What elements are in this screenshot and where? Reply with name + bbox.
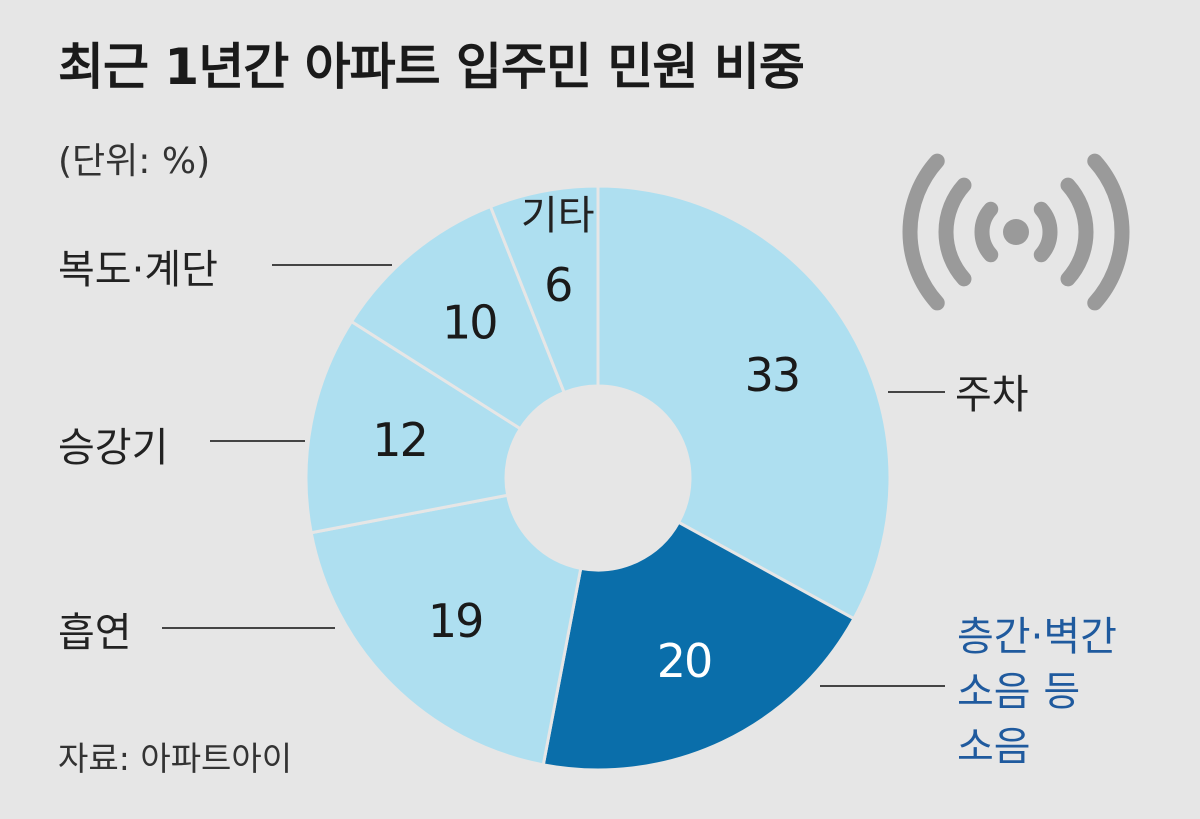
slices-group — [304, 184, 892, 772]
slice-label: 승강기 — [58, 425, 168, 471]
slice-value-label: 10 — [442, 295, 497, 349]
broadcast-signal-icon — [902, 153, 1130, 311]
slice-value-label: 6 — [544, 258, 571, 312]
signal-wave — [1087, 153, 1130, 311]
slice-value-label: 20 — [657, 634, 712, 688]
signal-wave — [1033, 201, 1058, 263]
chart-title: 최근 1년간 아파트 입주민 민원 비중 — [58, 38, 805, 96]
slice-label: 복도·계단 — [58, 247, 218, 293]
donut-slice — [541, 520, 856, 772]
slice-label: 소음 등 — [957, 669, 1080, 715]
signal-wave — [974, 201, 999, 263]
slice-value-label: 19 — [428, 594, 483, 648]
slice-value-label: 12 — [372, 413, 427, 467]
signal-wave — [938, 177, 972, 287]
slice-value-label: 33 — [745, 348, 800, 402]
donut-slice — [488, 184, 600, 395]
signal-dot — [1003, 219, 1029, 245]
leader-lines-group — [162, 264, 945, 687]
donut-slice — [304, 319, 523, 535]
unit-note: (단위: %) — [58, 141, 211, 182]
signal-wave — [1060, 177, 1094, 287]
slice-label: 소음 — [957, 724, 1031, 770]
slice-label: 흡연 — [58, 610, 132, 656]
slice-label: 층간·벽간 — [957, 614, 1117, 660]
source-note: 자료: 아파트아이 — [58, 739, 293, 778]
donut-slice — [309, 493, 583, 767]
slice-label: 기타 — [521, 193, 595, 239]
donut-slice — [596, 184, 892, 621]
slice-label: 주차 — [955, 372, 1029, 418]
signal-wave — [902, 153, 945, 311]
